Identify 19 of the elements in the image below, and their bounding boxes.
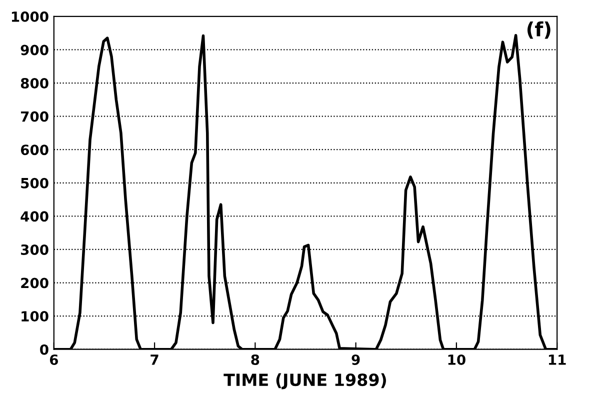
x-tick-label: 9 [352, 354, 360, 365]
x-tick-label: 10 [448, 354, 466, 365]
y-tick-label: 400 [20, 211, 48, 222]
x-tick-label: 7 [150, 354, 158, 365]
x-axis-title: TIME (JUNE 1989) [224, 373, 386, 390]
y-tick-label: 900 [20, 44, 48, 56]
y-tick-label: 300 [20, 244, 48, 255]
y-tick-label: 200 [21, 278, 48, 288]
y-tick-label: 700 [20, 111, 48, 122]
y-tick-label: 800 [20, 78, 48, 88]
x-tick-label: 11 [548, 354, 566, 365]
y-tick-label: 600 [20, 144, 48, 156]
y-tick-label: 1000 [12, 11, 48, 22]
annotation: (f) [527, 21, 550, 39]
y-tick-label: 0 [40, 344, 48, 355]
y-tick-label: 500 [21, 178, 48, 188]
x-tick-label: 8 [251, 354, 260, 365]
x-tick-label: 6 [50, 354, 58, 365]
y-tick-label: 100 [22, 311, 48, 322]
